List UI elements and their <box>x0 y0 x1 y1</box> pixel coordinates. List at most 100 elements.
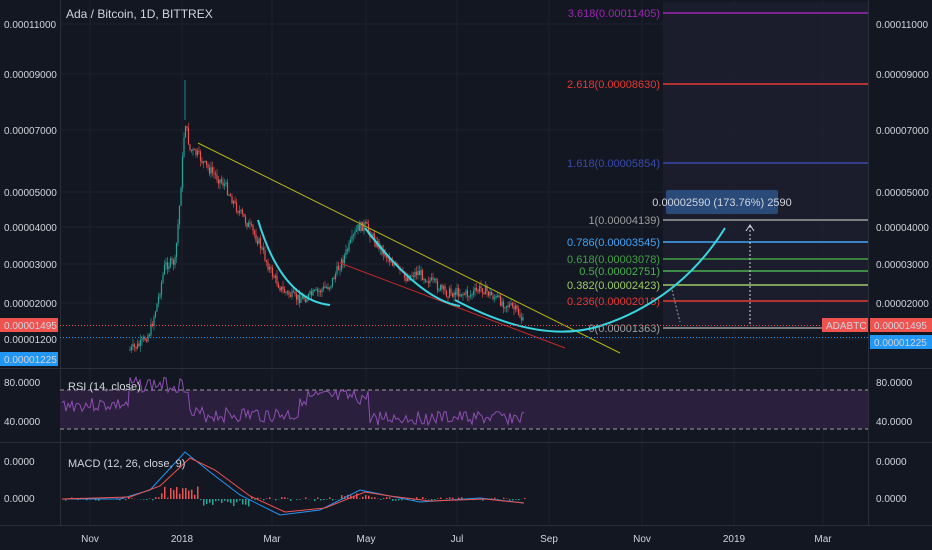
macd-bar <box>422 497 424 499</box>
candle-body <box>283 289 286 293</box>
macd-bar <box>131 498 133 499</box>
descending-trendline-lower[interactable] <box>339 262 566 349</box>
macd-bar <box>326 499 328 500</box>
candle-body <box>331 277 334 286</box>
candle-body <box>175 242 178 258</box>
macd-tick-left-top: 0.0000 <box>4 457 35 468</box>
macd-bar <box>167 497 169 499</box>
candle-body <box>421 270 424 281</box>
candle-body <box>333 277 335 280</box>
macd-bar <box>431 499 433 501</box>
candle-body <box>516 305 518 309</box>
candle-body <box>507 305 509 307</box>
candle-body <box>258 238 260 244</box>
candle-body <box>250 223 253 226</box>
candle-body <box>310 291 313 296</box>
projection-label-box[interactable] <box>666 190 778 214</box>
candle-body <box>474 288 476 291</box>
candle-body <box>303 296 305 300</box>
candle-body <box>453 292 455 297</box>
candle-body <box>165 262 167 265</box>
candle-body <box>195 149 197 155</box>
candle-body <box>238 210 241 213</box>
candle-body <box>366 221 368 225</box>
macd-bar <box>149 498 151 499</box>
macd-bar <box>146 499 148 500</box>
cup-curve-2[interactable] <box>364 227 461 307</box>
macd-bar <box>290 499 292 501</box>
candle-body <box>289 295 292 297</box>
price-tick-left: 0.00011000 <box>4 20 57 31</box>
candle-body <box>420 270 422 276</box>
candle-body <box>442 286 445 289</box>
price-tick-left: 0.00005000 <box>4 188 57 199</box>
fib-level-label: 0.5(0.00002751) <box>579 266 660 278</box>
macd-bar <box>413 499 415 501</box>
macd-bar <box>194 494 196 499</box>
candle-body <box>354 231 356 235</box>
time-tick-label: Nov <box>633 534 651 545</box>
candle-body <box>226 182 229 195</box>
candle-body <box>501 301 503 306</box>
macd-bar <box>128 497 130 499</box>
candle-body <box>205 160 208 165</box>
macd-bar <box>212 499 214 505</box>
current-price-badge-right <box>870 318 932 332</box>
candle-body <box>253 230 256 235</box>
candle-body <box>492 295 494 300</box>
macd-bar <box>239 499 241 501</box>
time-axis[interactable]: Nov 2018 Mar May Jul Sep Nov 2019 Mar <box>81 534 832 545</box>
macd-bar <box>263 499 265 501</box>
macd-bar <box>389 497 391 499</box>
macd-bar <box>269 497 271 499</box>
macd-bar <box>224 499 226 501</box>
candle-body <box>297 294 299 300</box>
macd-bar <box>461 497 463 499</box>
candle-body <box>280 286 283 291</box>
macd-bar <box>353 495 355 499</box>
candle-body <box>187 127 190 145</box>
candle-body <box>439 284 442 291</box>
candle-body <box>468 296 470 298</box>
candle-body <box>240 209 242 211</box>
macd-bar <box>251 497 253 499</box>
macd-bar <box>161 493 163 499</box>
macd-bar <box>191 489 193 499</box>
candle-body <box>304 299 307 303</box>
candle-body <box>484 285 487 295</box>
candle-body <box>160 282 163 295</box>
candle-body <box>472 290 475 295</box>
candle-body <box>171 258 173 261</box>
macd-bar <box>332 499 334 501</box>
macd-bar <box>437 498 439 499</box>
candle-body <box>493 298 496 300</box>
time-tick-label: 2019 <box>723 534 746 545</box>
descending-trendline-upper[interactable] <box>197 142 621 354</box>
candle-body <box>486 285 488 292</box>
macd-bar <box>206 499 208 505</box>
macd-bar <box>491 498 493 499</box>
left-price-axis[interactable]: 0.00011000 0.00009000 0.00007000 0.00005000… <box>4 20 57 346</box>
macd-bar <box>245 499 247 505</box>
macd-bar <box>398 499 400 501</box>
candle-body <box>216 174 218 180</box>
candle-body <box>480 286 482 289</box>
candle-body <box>406 276 409 281</box>
macd-bar <box>449 497 451 499</box>
cup-curve-1[interactable] <box>257 219 331 306</box>
candle-body <box>207 164 209 168</box>
candle-body <box>270 267 272 269</box>
candle-body <box>183 137 185 157</box>
candle-body <box>144 337 146 341</box>
price-tick-left: 0.00001200 <box>4 335 57 346</box>
candle-body <box>471 294 473 296</box>
macd-bar <box>164 486 166 499</box>
macd-bar <box>383 498 385 499</box>
macd-bar <box>482 499 484 501</box>
candle-body <box>508 304 511 307</box>
rsi-label: RSI (14, close) <box>68 381 141 393</box>
candle-body <box>351 235 353 240</box>
candle-body <box>456 288 458 295</box>
macd-bar <box>365 495 367 499</box>
